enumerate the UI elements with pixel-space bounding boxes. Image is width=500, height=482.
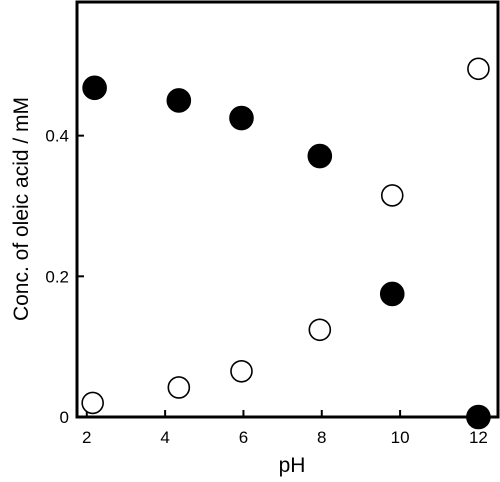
x-axis-title: pH (279, 454, 306, 477)
open-data-point (167, 376, 191, 399)
filled-data-point (82, 75, 107, 101)
y-tick-label: 0 (60, 408, 69, 427)
x-tick-label: 6 (239, 428, 248, 447)
open-data-point (380, 184, 404, 207)
x-tick-label: 10 (391, 428, 410, 447)
x-tick-label: 12 (469, 428, 488, 447)
open-data-point (81, 391, 104, 415)
y-tick-label: 0.4 (45, 127, 69, 146)
x-tick-label: 2 (82, 428, 91, 447)
open-data-point (230, 359, 253, 383)
open-data-point (308, 318, 332, 342)
x-tick-label: 4 (160, 428, 169, 447)
filled-data-point (307, 143, 333, 169)
open-data-point (467, 57, 490, 81)
filled-data-point (229, 105, 254, 131)
data-points (81, 57, 491, 430)
x-axis-ticks: 2 4 6 8 10 12 (82, 410, 488, 447)
x-tick-label: 8 (317, 428, 326, 447)
filled-data-point (379, 281, 405, 307)
y-axis-title: Conc. of oleic acid / mM (10, 97, 33, 321)
filled-data-point (166, 88, 192, 113)
y-tick-label: 0.2 (45, 267, 69, 286)
y-axis-ticks: 0 0.2 0.4 (45, 127, 84, 427)
filled-data-point (466, 404, 491, 430)
plot-frame (75, 0, 500, 419)
